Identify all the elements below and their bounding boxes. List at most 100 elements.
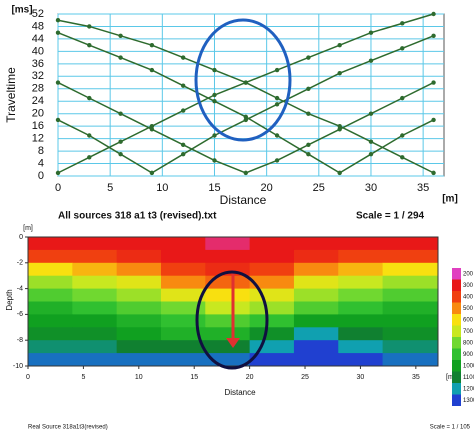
data-point xyxy=(368,30,374,35)
y-unit: [m] xyxy=(23,225,33,232)
data-point xyxy=(306,86,311,91)
y-label: Depth xyxy=(5,289,14,310)
data-point xyxy=(431,11,436,17)
colorbar-swatch xyxy=(452,360,461,372)
x-tick-label: 5 xyxy=(81,374,85,381)
annotation: Scale = 1 / 105 xyxy=(430,425,471,431)
highlight-ellipse xyxy=(195,270,269,370)
heat-cell xyxy=(72,340,118,354)
heat-cell xyxy=(28,353,73,367)
data-point xyxy=(368,58,374,63)
colorbar-swatch xyxy=(452,325,461,337)
data-point xyxy=(337,42,342,48)
y-tick-label: 48 xyxy=(32,20,44,32)
colorbar-label: 1200 xyxy=(463,386,474,392)
y-tick-label: 24 xyxy=(32,95,44,107)
heat-cell xyxy=(160,288,206,302)
data-point xyxy=(180,108,186,113)
colorbar-label: 300 xyxy=(463,283,474,289)
colorbar-label: 1000 xyxy=(463,363,474,369)
heat-cell xyxy=(382,237,439,251)
heat-cell xyxy=(205,301,251,315)
heat-cell xyxy=(382,249,439,264)
data-point xyxy=(306,111,311,116)
data-point xyxy=(180,151,186,157)
y-tick-label: 28 xyxy=(32,83,44,95)
data-point xyxy=(55,80,61,85)
colorbar-swatch xyxy=(452,279,461,291)
colorbar-swatch xyxy=(452,314,461,326)
x-tick-label: 20 xyxy=(246,374,254,381)
heat-cell xyxy=(205,340,251,354)
heat-cell xyxy=(249,288,295,302)
heat-cell xyxy=(28,275,73,290)
data-point xyxy=(118,55,123,60)
colorbar-label: 600 xyxy=(463,317,474,323)
heat-cell xyxy=(116,340,162,354)
data-point xyxy=(431,117,436,123)
heat-cell xyxy=(28,262,73,277)
y-tick-label: -8 xyxy=(17,337,23,344)
heat-cell xyxy=(382,314,439,328)
colorbar-label: 1100 xyxy=(463,375,474,381)
x-tick-label: 30 xyxy=(365,182,377,194)
y-tick-label: -10 xyxy=(13,363,23,370)
colorbar-label: 1300 xyxy=(463,398,474,404)
data-point xyxy=(368,111,374,116)
x-unit: [m] xyxy=(442,194,458,205)
colorbar-label: 400 xyxy=(463,294,474,300)
data-point xyxy=(274,95,280,101)
heat-cell xyxy=(116,262,162,277)
heat-cell xyxy=(249,327,295,341)
data-point xyxy=(274,67,280,73)
annotation: All sources 318 a1 t3 (revised).txt xyxy=(58,211,217,222)
x-tick-label: 30 xyxy=(357,374,365,381)
heat-cell xyxy=(205,275,251,290)
heat-cell xyxy=(28,249,73,264)
data-point xyxy=(55,117,61,123)
x-tick-label: 20 xyxy=(261,182,273,194)
colorbar-swatch xyxy=(452,348,461,360)
heat-cell xyxy=(382,353,439,367)
heat-cell xyxy=(28,314,73,328)
heat-cell xyxy=(116,237,162,251)
data-point xyxy=(274,102,280,107)
heat-cell xyxy=(116,301,162,315)
arrow-head xyxy=(226,338,240,348)
data-point xyxy=(212,158,217,163)
data-point xyxy=(274,158,280,163)
y-tick-label: 0 xyxy=(19,234,23,241)
colorbar-label: 500 xyxy=(463,306,474,312)
heat-cell xyxy=(249,275,295,290)
data-point xyxy=(180,55,186,60)
colorbar-label: 800 xyxy=(463,340,474,346)
y-tick-label: 36 xyxy=(32,58,44,70)
data-point xyxy=(212,92,217,98)
heat-cell xyxy=(160,353,206,367)
data-point xyxy=(306,55,311,60)
y-tick-label: 44 xyxy=(32,33,44,45)
heat-cell xyxy=(338,353,384,367)
x-tick-label: 25 xyxy=(313,182,325,194)
colorbar-swatch xyxy=(452,268,461,280)
y-tick-label: 12 xyxy=(32,133,44,145)
heat-cell xyxy=(293,249,339,264)
heat-cell xyxy=(382,340,439,354)
y-tick-label: 32 xyxy=(32,70,44,82)
data-point xyxy=(400,155,405,160)
heat-cell xyxy=(338,288,384,302)
data-point xyxy=(306,142,311,148)
heat-cell xyxy=(338,262,384,277)
heat-cell xyxy=(28,237,73,251)
data-point xyxy=(87,155,92,160)
heat-cell xyxy=(116,314,162,328)
data-point xyxy=(337,127,342,132)
colorbar-swatch xyxy=(452,302,461,314)
data-point xyxy=(431,80,436,85)
data-point xyxy=(118,151,123,157)
data-point xyxy=(368,139,374,144)
data-point xyxy=(243,170,248,176)
data-point xyxy=(55,170,61,176)
y-tick-label: -4 xyxy=(17,285,23,292)
heat-cell xyxy=(116,275,162,290)
